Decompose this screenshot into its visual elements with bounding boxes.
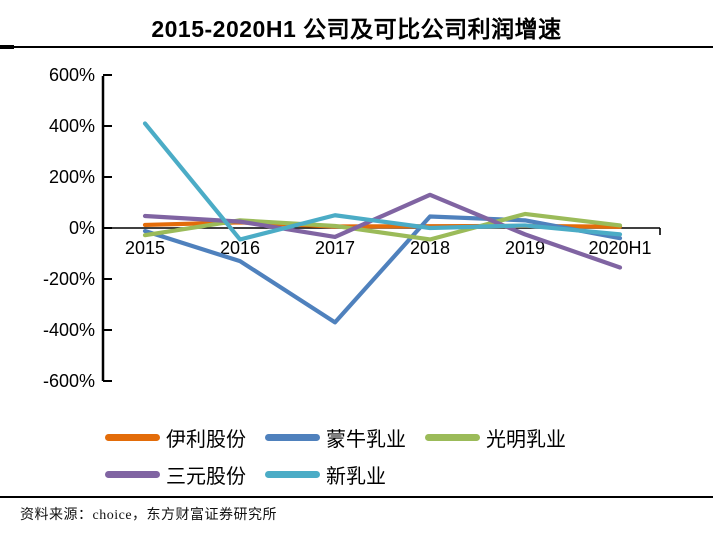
profit-growth-line-chart: 600% 400% 200% 0% -200% -400% -600% 2015 2016 201… — [0, 55, 713, 415]
y-axis-tick-label: 400% — [49, 116, 95, 136]
legend-swatch-icon — [105, 434, 160, 441]
legend-label: 光明乳业 — [486, 429, 566, 451]
legend-swatch-icon — [265, 434, 320, 441]
x-axis-category-label: 2018 — [410, 238, 450, 258]
title-divider — [0, 46, 713, 48]
x-axis-category-label: 2015 — [125, 238, 165, 258]
legend-swatch-icon — [105, 471, 160, 478]
y-axis-tick-label: -600% — [43, 371, 95, 391]
legend-label: 伊利股份 — [166, 429, 246, 451]
legend-swatch-icon — [425, 434, 480, 441]
series-line-新乳业 — [142, 121, 623, 242]
legend-item: 光明乳业 — [425, 423, 566, 452]
x-axis-category-label: 2020H1 — [588, 238, 651, 258]
x-axis-category-label: 2016 — [220, 238, 260, 258]
legend-item: 三元股份 — [105, 460, 246, 489]
y-axis-tick-label: -200% — [43, 269, 95, 289]
y-axis-tick-label: 600% — [49, 65, 95, 85]
y-axis-tick-label: -400% — [43, 320, 95, 340]
legend-item: 新乳业 — [265, 460, 386, 489]
x-axis-category-label: 2017 — [315, 238, 355, 258]
line-chart-canvas: 600% 400% 200% 0% -200% -400% -600% 2015 2016 201… — [43, 65, 661, 391]
legend-item: 伊利股份 — [105, 423, 246, 452]
page-title: 2015-2020H1 公司及可比公司利润增速 — [151, 16, 562, 42]
x-axis-category-label: 2019 — [505, 238, 545, 258]
legend-label: 蒙牛乳业 — [326, 429, 406, 451]
footer-divider — [0, 496, 713, 498]
legend-label: 三元股份 — [166, 466, 246, 488]
series-line-蒙牛乳业 — [142, 214, 623, 325]
legend-item: 蒙牛乳业 — [265, 423, 406, 452]
legend-label: 新乳业 — [326, 466, 386, 488]
legend-swatch-icon — [265, 471, 320, 478]
chart-legend: 伊利股份 蒙牛乳业 光明乳业三元股份 新乳业 — [0, 415, 713, 490]
y-axis-tick-label: 0% — [69, 218, 95, 238]
title-divider-stub — [0, 45, 14, 49]
source-note: 资料来源：choice，东方财富证券研究所 — [20, 508, 278, 523]
y-axis-tick-label: 200% — [49, 167, 95, 187]
